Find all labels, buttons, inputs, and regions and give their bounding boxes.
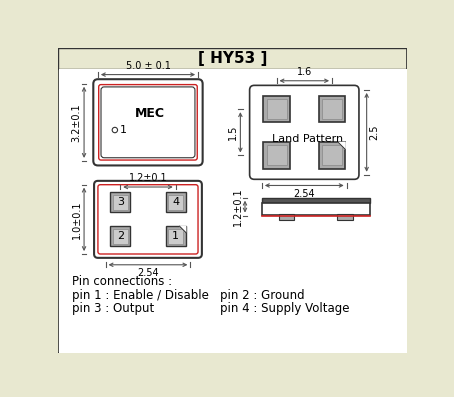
- Text: 2.54: 2.54: [137, 268, 159, 278]
- Bar: [166, 226, 186, 246]
- FancyBboxPatch shape: [94, 79, 202, 166]
- Text: pin 3 : Output: pin 3 : Output: [72, 302, 154, 315]
- Bar: [168, 229, 183, 244]
- Bar: [266, 99, 286, 119]
- Bar: [58, 48, 408, 69]
- Bar: [322, 145, 342, 166]
- Bar: [319, 143, 345, 169]
- Text: pin 1 : Enable / Disable: pin 1 : Enable / Disable: [72, 289, 209, 302]
- Text: 5.0 ± 0.1: 5.0 ± 0.1: [126, 61, 170, 71]
- Bar: [266, 145, 286, 166]
- Bar: [262, 203, 370, 216]
- Bar: [279, 214, 294, 220]
- Bar: [337, 214, 353, 220]
- Bar: [110, 226, 130, 246]
- Text: 1.6: 1.6: [296, 67, 312, 77]
- Text: 1.2±0.1: 1.2±0.1: [233, 187, 243, 226]
- Text: 2.5: 2.5: [370, 125, 380, 140]
- Text: MEC: MEC: [134, 106, 164, 119]
- Bar: [168, 195, 183, 210]
- Polygon shape: [338, 143, 345, 149]
- FancyBboxPatch shape: [99, 85, 197, 160]
- Polygon shape: [179, 226, 186, 232]
- Text: 3: 3: [117, 197, 124, 207]
- Text: 4: 4: [172, 197, 179, 207]
- Bar: [263, 143, 290, 169]
- Bar: [319, 96, 345, 122]
- Bar: [110, 193, 130, 212]
- Bar: [166, 193, 186, 212]
- Text: Land Pattern: Land Pattern: [272, 133, 343, 143]
- FancyBboxPatch shape: [101, 87, 195, 158]
- Text: 1.0±0.1: 1.0±0.1: [72, 200, 82, 239]
- Text: 2: 2: [117, 231, 124, 241]
- Text: 2.54: 2.54: [293, 189, 315, 198]
- FancyBboxPatch shape: [250, 85, 359, 179]
- Bar: [263, 96, 290, 122]
- Text: pin 2 : Ground: pin 2 : Ground: [220, 289, 304, 302]
- Text: 1.2±0.1: 1.2±0.1: [128, 173, 167, 183]
- Text: Pin connections :: Pin connections :: [72, 275, 172, 288]
- Text: [ HY53 ]: [ HY53 ]: [198, 51, 267, 66]
- Text: 1.5: 1.5: [228, 125, 238, 140]
- Text: 1: 1: [119, 125, 127, 135]
- Bar: [322, 99, 342, 119]
- Circle shape: [112, 127, 118, 133]
- Text: 3.2±0.1: 3.2±0.1: [72, 103, 82, 142]
- FancyBboxPatch shape: [98, 185, 198, 254]
- Text: pin 4 : Supply Voltage: pin 4 : Supply Voltage: [220, 302, 349, 315]
- FancyBboxPatch shape: [94, 181, 202, 258]
- Text: 1: 1: [172, 231, 179, 241]
- Bar: [113, 229, 128, 244]
- Bar: [113, 195, 128, 210]
- Bar: [262, 198, 370, 203]
